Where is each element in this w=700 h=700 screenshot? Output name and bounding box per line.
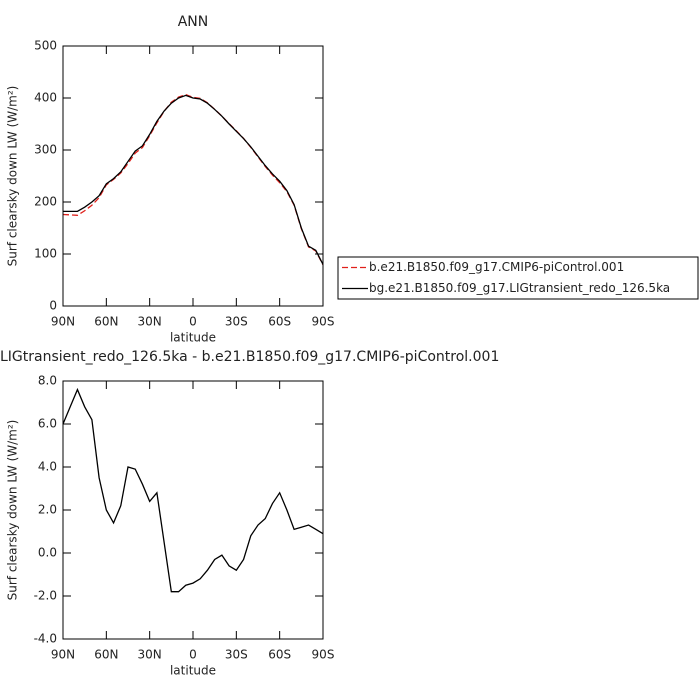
y-tick-label: -2.0 — [34, 589, 57, 603]
y-axis-label: Surf clearsky down LW (W/m²) — [6, 86, 20, 267]
x-tick-label: 30N — [138, 315, 162, 329]
y-axis-label: Surf clearsky down LW (W/m²) — [6, 420, 20, 601]
legend-label: b.e21.B1850.f09_g17.CMIP6-piControl.001 — [369, 260, 624, 274]
y-tick-label: 6.0 — [38, 417, 57, 431]
x-axis-label: latitude — [170, 664, 216, 678]
plot-frame — [62, 45, 324, 307]
x-tick-label: 0 — [189, 315, 197, 329]
legend-box — [337, 256, 699, 300]
x-tick-label: 60N — [94, 315, 118, 329]
chart-title: ANN — [178, 14, 209, 30]
plot-frame — [62, 380, 324, 640]
x-tick-label: 0 — [189, 648, 197, 662]
y-tick-label: 8.0 — [38, 374, 57, 388]
data-line — [63, 94, 324, 265]
x-tick-label: 90S — [312, 648, 335, 662]
x-tick-label: 90N — [51, 648, 75, 662]
x-tick-label: 90S — [312, 315, 335, 329]
x-axis-label: latitude — [170, 331, 216, 345]
x-tick-label: 60S — [268, 315, 291, 329]
y-tick-label: 100 — [34, 247, 57, 261]
y-tick-label: 200 — [34, 195, 57, 209]
data-line — [62, 93, 324, 266]
legend-label: bg.e21.B1850.f09_g17.LIGtransient_redo_1… — [369, 281, 670, 295]
x-tick-label: 90N — [51, 315, 75, 329]
data-line — [62, 387, 324, 593]
x-tick-label: 60S — [268, 648, 291, 662]
y-tick-label: 500 — [34, 39, 57, 53]
y-tick-label: 2.0 — [38, 503, 57, 517]
y-tick-label: 300 — [34, 143, 57, 157]
chart-title: LIGtransient_redo_126.5ka - b.e21.B1850.… — [0, 349, 499, 365]
y-tick-label: 400 — [34, 91, 57, 105]
y-tick-label: 4.0 — [38, 460, 57, 474]
y-tick-label: 0.0 — [38, 546, 57, 560]
x-tick-label: 30S — [225, 648, 248, 662]
x-tick-label: 30N — [138, 648, 162, 662]
y-tick-label: 0 — [49, 299, 57, 313]
x-tick-label: 30S — [225, 315, 248, 329]
x-tick-label: 60N — [94, 648, 118, 662]
y-tick-label: -4.0 — [34, 632, 57, 646]
